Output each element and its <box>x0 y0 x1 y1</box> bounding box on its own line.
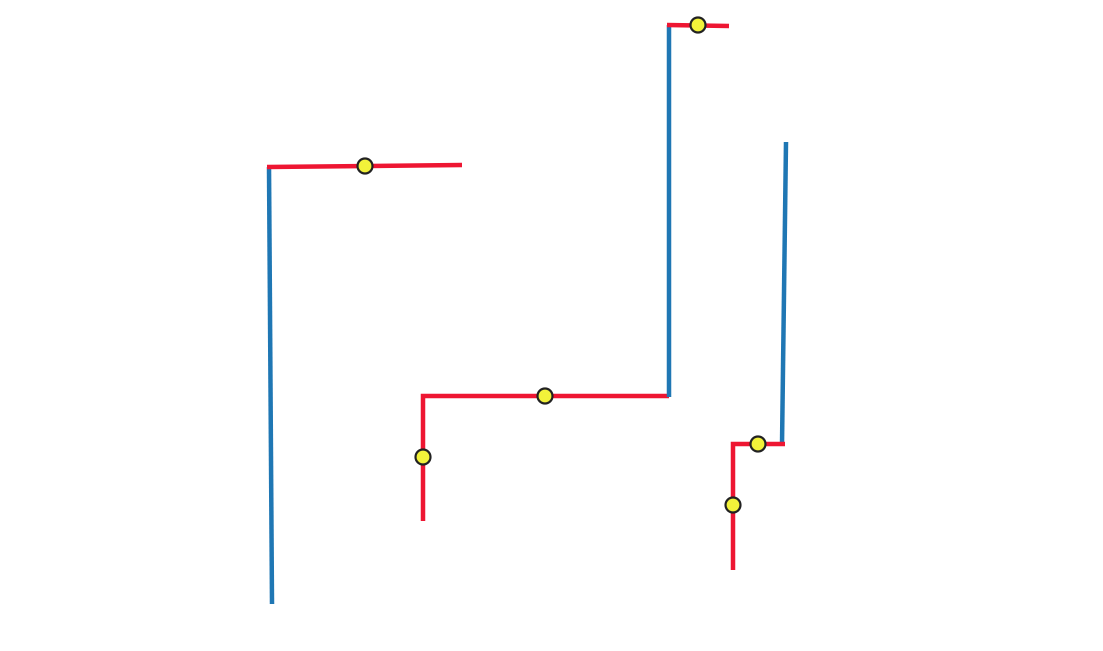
circle-marker-icon <box>724 496 742 514</box>
path-group-left <box>266 157 463 605</box>
circle-marker-icon <box>749 435 767 453</box>
red-segment <box>730 441 785 570</box>
circle-marker-icon <box>536 387 554 405</box>
path-group-middle <box>414 16 730 521</box>
path-group-right <box>724 141 789 570</box>
circle-marker-icon <box>689 16 707 34</box>
circle-marker-icon <box>356 157 374 175</box>
blue-segment <box>779 141 789 446</box>
blue-segment <box>266 166 275 605</box>
circle-marker-icon <box>414 448 432 466</box>
red-segment <box>420 393 669 521</box>
